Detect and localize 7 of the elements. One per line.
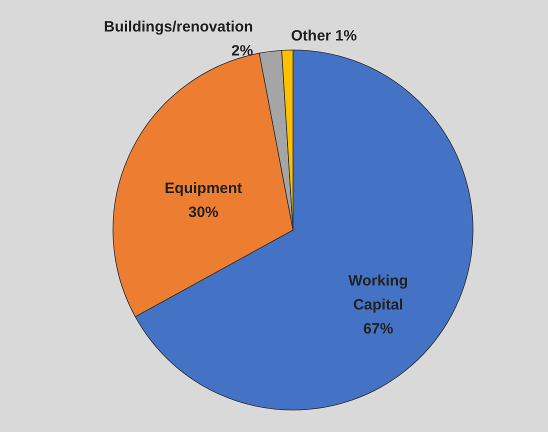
data-label: 30% (188, 204, 218, 221)
slice-label: Equipment (164, 180, 242, 197)
slice-label: Buildings/renovation (104, 18, 254, 36)
slice-label: Other 1% (291, 27, 357, 44)
data-label: 2% (231, 42, 254, 60)
slice-label: Working Capital (348, 272, 408, 314)
data-label: 67% (363, 320, 394, 338)
